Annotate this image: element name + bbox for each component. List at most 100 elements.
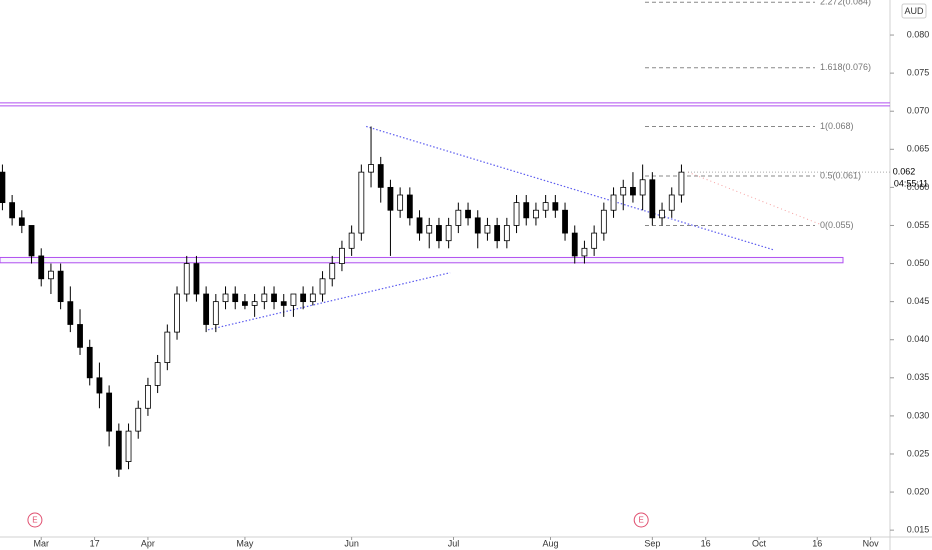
candle-body [9, 202, 16, 219]
candle-body [222, 293, 229, 303]
candle-body [649, 179, 656, 219]
trendline [366, 125, 774, 251]
x-tick-label: Apr [141, 538, 155, 548]
candle-body [523, 202, 530, 219]
candle-body [542, 202, 549, 211]
x-tick-label: Sep [644, 538, 660, 548]
candle-body [319, 278, 326, 295]
candle-body [659, 209, 665, 219]
y-tick-label: 0.030 [907, 410, 930, 420]
candle-body [261, 293, 268, 303]
candle-body [377, 164, 384, 188]
candle-body [503, 225, 510, 242]
candle-body [106, 392, 113, 432]
candle-body [290, 293, 297, 306]
candle-body [591, 232, 598, 249]
y-tick-label: 0.045 [907, 296, 930, 306]
candle-body [416, 217, 423, 234]
candle-body [57, 270, 64, 303]
candle-body [678, 171, 685, 196]
x-tick-label: Aug [542, 538, 558, 548]
y-tick-label: 0.015 [907, 525, 930, 535]
countdown: 04:55:11 [894, 179, 928, 189]
candle-body [445, 225, 452, 242]
event-marker[interactable] [633, 512, 649, 528]
candle-body [271, 293, 277, 303]
candle-body [18, 217, 25, 226]
candle-body [28, 225, 35, 257]
candle-body [96, 377, 103, 394]
candle-body [135, 407, 142, 432]
candle-body [183, 263, 190, 295]
candle-body [300, 293, 307, 303]
candle-body [232, 293, 239, 303]
x-tick-label: May [236, 538, 254, 548]
x-tick-label: 17 [90, 538, 100, 548]
candle-body [309, 293, 316, 303]
candle-body [348, 232, 355, 249]
fib-label: 1(0.068) [820, 121, 854, 131]
fib-label: 1.618(0.076) [820, 62, 871, 72]
fib-label: 0.5(0.061) [820, 170, 861, 180]
event-label: E [32, 516, 37, 525]
candle-body [86, 346, 93, 379]
candle-body [203, 293, 210, 325]
candle-body [77, 324, 83, 348]
candle-body [145, 385, 151, 409]
candle-body [174, 293, 180, 333]
candle-body [620, 186, 627, 196]
candle-body [0, 171, 6, 204]
fib-label: 0(0.055) [820, 220, 854, 230]
candle-body [212, 301, 219, 325]
x-tick-label: 16 [812, 538, 822, 548]
projection [687, 171, 823, 226]
y-tick-label: 0.070 [907, 106, 930, 116]
candle-body [387, 186, 394, 211]
y-tick-label: 0.075 [907, 67, 930, 77]
candle-body [513, 202, 520, 226]
candle-body [339, 247, 345, 264]
candle-body [455, 209, 462, 226]
candle-body [562, 209, 568, 234]
candle-body [610, 194, 617, 211]
candle-body [639, 179, 646, 196]
candle-body [38, 255, 45, 280]
candle-body [533, 209, 539, 219]
candle-body [280, 301, 287, 306]
currency-box[interactable] [901, 3, 927, 19]
x-tick-label: 16 [701, 538, 711, 548]
x-tick-label: Mar [33, 538, 49, 548]
candle-body [600, 209, 607, 234]
y-tick-label: 0.050 [907, 258, 930, 268]
candle-body [474, 217, 481, 234]
candle-body [368, 164, 374, 173]
candle-body [630, 186, 636, 196]
candle-body [251, 301, 258, 306]
event-marker[interactable] [27, 512, 43, 528]
y-tick-label: 0.065 [907, 144, 930, 154]
y-tick-label: 0.035 [907, 372, 930, 382]
candle-body [154, 362, 161, 386]
candle-body [426, 225, 433, 234]
candle-body [406, 194, 413, 219]
candle-body [668, 194, 675, 211]
candle-body [484, 225, 491, 234]
y-tick-label: 0.040 [907, 334, 930, 344]
trendline [207, 272, 451, 331]
currency: AUD [904, 6, 924, 16]
candle-body [329, 263, 336, 280]
candle-body [465, 209, 471, 219]
event-label: E [639, 516, 644, 525]
fib-label: 2.272(0.084) [820, 0, 871, 7]
candle-body [571, 232, 578, 257]
candle-body [552, 202, 559, 211]
candle-body [494, 225, 501, 242]
candle-body [397, 194, 404, 211]
support-zone [0, 256, 844, 264]
x-tick-label: Jul [448, 538, 460, 548]
y-tick-label: 0.020 [907, 486, 930, 496]
candle-body [164, 331, 171, 363]
y-tick-label: 0.025 [907, 448, 930, 458]
x-tick-label: Oct [752, 538, 767, 548]
